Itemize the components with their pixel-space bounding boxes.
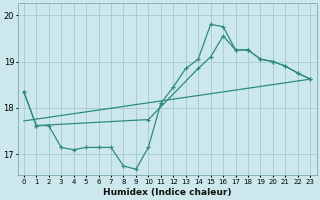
X-axis label: Humidex (Indice chaleur): Humidex (Indice chaleur) (103, 188, 231, 197)
